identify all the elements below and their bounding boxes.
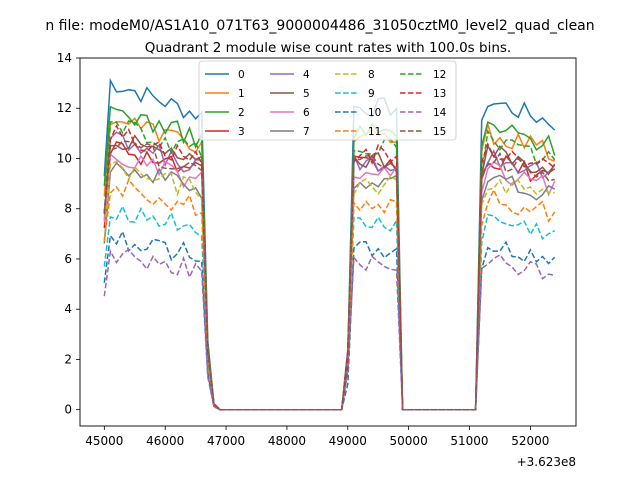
series-line-13: [103, 124, 556, 411]
legend-label-12: 12: [433, 69, 446, 81]
legend-label-8: 8: [368, 69, 375, 81]
y-tick-label-1: 2: [64, 352, 72, 366]
x-tick-label-6: 51000: [450, 434, 488, 448]
x-tick-label-2: 47000: [207, 434, 245, 448]
x-tick-label-3: 48000: [268, 434, 306, 448]
y-tick-label-3: 6: [64, 252, 72, 266]
y-tick-label-5: 10: [57, 151, 72, 165]
series-line-7: [103, 161, 556, 411]
plot-lines: [103, 77, 556, 411]
series-line-9: [103, 204, 556, 411]
x-axis: 45000 46000 47000 48000 49000 50000 51000 52000: [85, 426, 549, 448]
y-tick-label-2: 4: [64, 302, 72, 316]
legend-label-9: 9: [368, 88, 375, 100]
legend-label-11: 11: [368, 126, 381, 138]
legend-label-1: 1: [238, 88, 245, 100]
y-tick-label-6: 12: [57, 101, 72, 115]
legend-label-10: 10: [368, 107, 381, 119]
x-tick-label-1: 46000: [146, 434, 184, 448]
legend-label-4: 4: [303, 69, 310, 81]
x-tick-label-0: 45000: [85, 434, 123, 448]
legend-label-7: 7: [303, 126, 310, 138]
series-line-8: [103, 160, 555, 411]
x-tick-label-5: 50000: [390, 434, 428, 448]
x-tick-label-4: 49000: [329, 434, 367, 448]
series-line-14: [103, 248, 555, 411]
y-tick-label-0: 0: [64, 403, 72, 417]
x-tick-label-7: 52000: [511, 434, 549, 448]
legend-label-13: 13: [433, 88, 446, 100]
legend-label-14: 14: [433, 107, 447, 119]
legend-label-3: 3: [238, 126, 245, 138]
legend-label-0: 0: [238, 69, 245, 81]
y-tick-label-7: 14: [57, 51, 72, 65]
axes-frame: [79, 57, 577, 427]
legend-label-15: 15: [433, 126, 446, 138]
figure-suptitle: n file: modeM0/AS1A10_071T63_9000004486_…: [45, 18, 594, 34]
chart-title: Quadrant 2 module wise count rates with …: [145, 40, 511, 56]
series-line-6: [103, 152, 556, 411]
series-line-15: [103, 140, 555, 411]
y-axis: 0 2 4 6 8 10 12 14: [57, 51, 80, 417]
legend-label-2: 2: [238, 107, 245, 119]
legend-label-6: 6: [303, 107, 310, 119]
x-offset-label: +3.623e8: [517, 455, 576, 469]
series-line-10: [103, 229, 556, 411]
legend-label-5: 5: [303, 88, 310, 100]
y-tick-label-4: 8: [64, 202, 72, 216]
series-line-1: [103, 117, 555, 411]
legend-box: [198, 60, 457, 141]
